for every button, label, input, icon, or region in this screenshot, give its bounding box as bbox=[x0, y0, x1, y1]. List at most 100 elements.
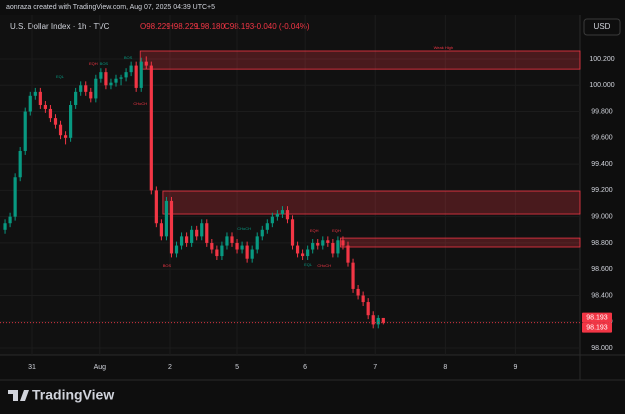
candle-body bbox=[285, 210, 290, 220]
candle-body bbox=[38, 91, 42, 105]
candle-body bbox=[235, 242, 239, 250]
currency-box[interactable] bbox=[583, 18, 621, 36]
x-tick-label: 7 bbox=[373, 364, 377, 371]
x-tick-label: 9 bbox=[513, 364, 517, 371]
candle-body bbox=[84, 85, 88, 92]
candle-body bbox=[260, 229, 264, 237]
candle-body bbox=[114, 78, 118, 83]
x-tick-label: 6 bbox=[303, 364, 307, 371]
y-tick-label: 100.000 bbox=[589, 82, 614, 89]
candle-body bbox=[63, 135, 68, 138]
candle-body bbox=[190, 229, 194, 243]
annotation: EQH bbox=[310, 228, 319, 233]
candle-body bbox=[58, 124, 63, 136]
candle-body bbox=[306, 249, 310, 257]
candle-body bbox=[240, 245, 244, 250]
zone bbox=[340, 237, 581, 248]
candle-body bbox=[210, 242, 214, 250]
candle-body bbox=[94, 78, 98, 99]
candle-body bbox=[250, 249, 254, 259]
candle-body bbox=[301, 253, 305, 257]
y-tick-label: 98.000 bbox=[591, 345, 613, 352]
logo-icon bbox=[8, 390, 29, 401]
candle-body bbox=[331, 242, 335, 254]
candle-body bbox=[215, 249, 219, 257]
candle-body bbox=[311, 242, 315, 250]
candle-body bbox=[149, 65, 153, 191]
candle-body bbox=[255, 236, 259, 250]
candle-body bbox=[79, 85, 83, 92]
ohlc-high: H98.229 bbox=[168, 22, 199, 31]
chart-title: U.S. Dollar Index · 1h · TVC bbox=[10, 22, 110, 31]
x-tick-label: 2 bbox=[168, 364, 172, 371]
candle-body bbox=[144, 61, 148, 66]
candle-body bbox=[8, 216, 12, 224]
candle-body bbox=[361, 295, 365, 303]
candle-body bbox=[280, 210, 285, 215]
annotation: EQL bbox=[304, 262, 313, 267]
ohlc-low: L98.180 bbox=[196, 22, 225, 31]
candle-body bbox=[159, 223, 163, 237]
y-tick-label: 98.800 bbox=[591, 240, 613, 247]
candle-body bbox=[48, 108, 53, 119]
annotation: EQH bbox=[89, 61, 98, 66]
x-tick-label: Aug bbox=[94, 364, 107, 371]
candle-body bbox=[129, 65, 133, 73]
ohlc-open: O98.229 bbox=[140, 22, 171, 31]
y-tick-label: 99.400 bbox=[591, 161, 613, 168]
candle-body bbox=[270, 216, 274, 224]
candle-body bbox=[346, 245, 350, 263]
candle-body bbox=[99, 72, 103, 79]
ohlc-close: C98.193 bbox=[224, 22, 255, 31]
candle-body bbox=[225, 236, 229, 246]
y-tick-label: 99.000 bbox=[591, 214, 613, 221]
candle-body bbox=[23, 111, 27, 151]
candle-body bbox=[295, 245, 300, 254]
candle-body bbox=[154, 190, 158, 224]
annotation: Weak High bbox=[434, 45, 454, 50]
y-tick-label: 100.200 bbox=[589, 56, 614, 63]
candle-body bbox=[13, 177, 17, 217]
zone bbox=[162, 190, 581, 215]
annotation: EQH bbox=[332, 228, 341, 233]
candle-body bbox=[3, 223, 7, 230]
candle-body bbox=[326, 240, 330, 243]
price-label-box bbox=[582, 322, 612, 333]
candle-body bbox=[275, 214, 279, 217]
annotation: CHoCH bbox=[317, 263, 331, 268]
annotation: EQL bbox=[56, 74, 65, 79]
annotation: BOS bbox=[100, 61, 109, 66]
candle-body bbox=[200, 223, 204, 237]
candle-body bbox=[185, 236, 189, 243]
zone bbox=[139, 50, 581, 70]
candle-body bbox=[179, 236, 184, 246]
annotation: BOS bbox=[124, 55, 133, 60]
candle-body bbox=[43, 104, 47, 109]
y-tick-label: 99.800 bbox=[591, 108, 613, 115]
candle-body bbox=[169, 200, 174, 254]
candle-body bbox=[336, 240, 340, 254]
x-tick-label: 8 bbox=[443, 364, 447, 371]
x-tick-label: 5 bbox=[235, 364, 239, 371]
candle-body bbox=[33, 91, 37, 96]
candle-body bbox=[164, 200, 169, 237]
candle-body bbox=[109, 82, 113, 86]
y-tick-label: 98.600 bbox=[591, 266, 613, 273]
credit: aonraza created with TradingView.com, Au… bbox=[6, 4, 215, 11]
annotation: BOS bbox=[163, 263, 172, 268]
candle-body bbox=[139, 61, 143, 88]
currency[interactable]: USD bbox=[594, 22, 611, 31]
candle-body bbox=[18, 150, 22, 178]
candle-body bbox=[195, 229, 199, 237]
candle-body bbox=[371, 315, 375, 325]
candle-body bbox=[321, 240, 325, 246]
ohlc-change: -0.040 (-0.04%) bbox=[254, 22, 310, 31]
candle-body bbox=[376, 317, 380, 325]
candle-body bbox=[28, 95, 32, 112]
candle-body bbox=[265, 223, 269, 230]
annotation: CHoCH bbox=[237, 226, 251, 231]
brand: TradingView bbox=[32, 387, 114, 403]
plot-area bbox=[0, 15, 580, 355]
candle-body bbox=[245, 245, 249, 259]
